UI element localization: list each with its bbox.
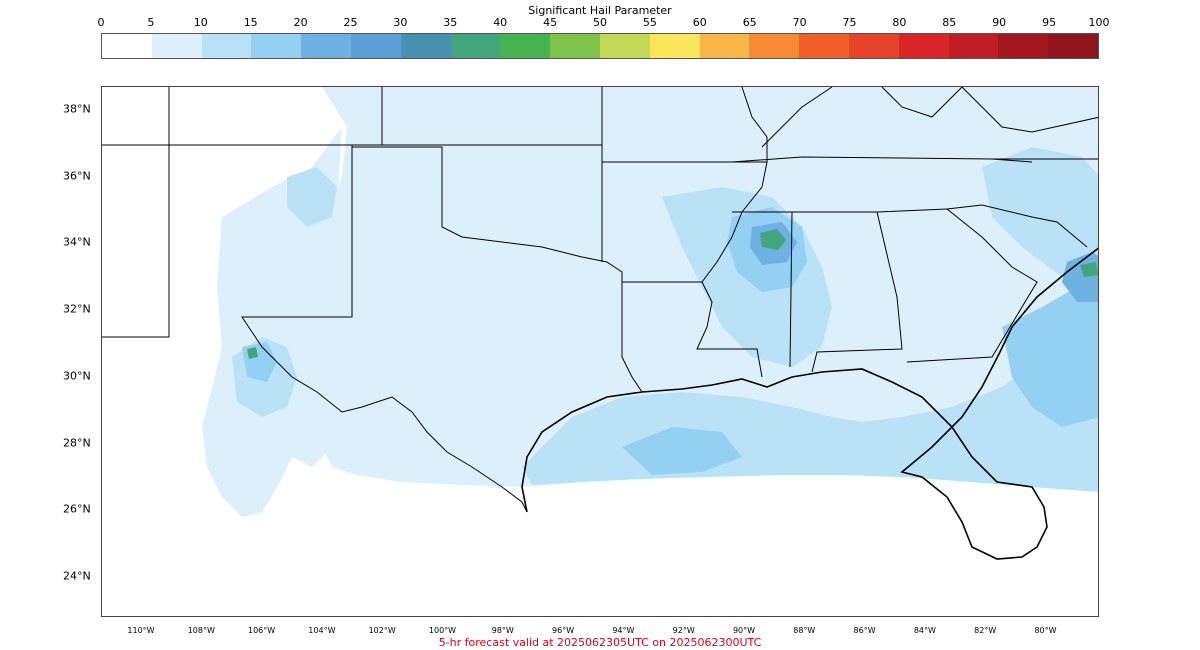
lon-label: 106°W xyxy=(248,626,276,635)
colorbar-tick-labels: 0 5 10 15 20 25 30 35 40 45 50 55 60 65 70 75 80 85 90 95 10… xyxy=(97,16,1110,30)
colorbar-segment-17 xyxy=(948,34,999,58)
lat-label: 36°N xyxy=(63,169,91,183)
colorbar-tick-100: 100 xyxy=(1088,16,1110,29)
colorbar-tick-10: 10 xyxy=(193,16,208,29)
colorbar-tick-90: 90 xyxy=(992,16,1007,29)
field-light-west2 xyxy=(282,372,342,467)
colorbar-segment-9 xyxy=(550,34,600,58)
in-il xyxy=(741,87,768,162)
colorbar-segment-12 xyxy=(699,34,750,58)
field-light-east xyxy=(297,87,1098,492)
colorbar-segment-13 xyxy=(749,34,800,58)
lon-label: 100°W xyxy=(428,626,457,635)
colorbar-tick-45: 45 xyxy=(543,16,558,29)
colorbar xyxy=(101,33,1099,59)
field-strong-fl xyxy=(1002,273,1098,427)
texas-west-border xyxy=(241,147,528,513)
lon-label: 102°W xyxy=(368,626,396,635)
al-border xyxy=(792,211,903,373)
va-wv xyxy=(961,87,1098,133)
colorbar-segment-0 xyxy=(102,34,152,58)
lon-label: 90°W xyxy=(732,626,756,635)
colorbar-tick-5: 5 xyxy=(147,16,155,29)
colorbar-tick-95: 95 xyxy=(1042,16,1057,29)
colorbar-tick-75: 75 xyxy=(842,16,857,29)
field-strong-gulf xyxy=(622,427,742,475)
colorbar-segment-5 xyxy=(350,34,401,58)
colorbar-tick-60: 60 xyxy=(692,16,707,29)
lat-label: 28°N xyxy=(63,436,91,449)
colorbar-tick-55: 55 xyxy=(642,16,657,29)
colorbar-tick-85: 85 xyxy=(942,16,957,29)
nm-az-border xyxy=(102,87,170,338)
colorbar-tick-40: 40 xyxy=(493,16,508,29)
colorbar-segment-19 xyxy=(1048,34,1098,58)
field-medium-east xyxy=(982,147,1098,287)
colorbar-tick-35: 35 xyxy=(443,16,458,29)
map-panel xyxy=(101,86,1099,617)
colorbar-segment-2 xyxy=(201,34,252,58)
la-border xyxy=(622,281,763,378)
field-green-west xyxy=(247,347,258,359)
lon-label: 104°W xyxy=(308,626,336,635)
lat-label: 32°N xyxy=(63,302,91,316)
field-medium-nm xyxy=(287,167,337,227)
lat-label: 38°N xyxy=(63,102,91,116)
lon-label: 82°W xyxy=(974,626,997,635)
oh-ky xyxy=(881,87,963,118)
lat-label: 24°N xyxy=(63,569,91,583)
colorbar-segment-10 xyxy=(599,34,650,58)
colorbar-segment-11 xyxy=(649,34,700,58)
lat-label: 34°N xyxy=(63,235,91,249)
colorbar-segment-3 xyxy=(251,34,302,58)
colorbar-segment-6 xyxy=(400,34,451,58)
lat-label: 26°N xyxy=(63,502,91,516)
chart-title: Significant Hail Parameter xyxy=(528,4,672,17)
colorbar-tick-80: 80 xyxy=(892,16,907,29)
colorbar-tick-15: 15 xyxy=(243,16,258,29)
hail-field xyxy=(202,87,1098,517)
lon-label: 94°W xyxy=(612,626,635,635)
ar-border xyxy=(602,161,768,283)
lon-label: 96°W xyxy=(552,626,575,635)
colorbar-tick-20: 20 xyxy=(293,16,308,29)
colorbar-segment-4 xyxy=(301,34,351,58)
colorbar-segment-7 xyxy=(450,34,501,58)
lon-label: 84°W xyxy=(913,626,936,635)
lat-label: 30°N xyxy=(63,369,91,383)
lon-label: 86°W xyxy=(853,626,876,635)
lon-label: 110°W xyxy=(127,626,155,635)
colorbar-segment-1 xyxy=(151,34,202,58)
field-green-al xyxy=(760,229,786,250)
colorbar-tick-30: 30 xyxy=(393,16,408,29)
lon-label: 98°W xyxy=(491,626,514,635)
colorbar-tick-50: 50 xyxy=(593,16,607,29)
colorbar-segment-18 xyxy=(998,34,1049,58)
ky-border xyxy=(761,87,833,148)
lon-label: 92°W xyxy=(672,626,695,635)
colorbar-tick-70: 70 xyxy=(792,16,807,29)
forecast-valid-text: 5-hr forecast valid at 2025062305UTC on … xyxy=(438,636,762,649)
lon-label: 108°W xyxy=(187,626,215,635)
colorbar-segment-15 xyxy=(848,34,899,58)
colorbar-tick-65: 65 xyxy=(742,16,757,29)
colorbar-segment-16 xyxy=(898,34,949,58)
lon-label: 88°W xyxy=(793,626,816,635)
lon-label: 80°W xyxy=(1034,626,1057,635)
boundaries xyxy=(102,87,1098,560)
gulf-coastline xyxy=(521,247,1098,560)
colorbar-segment-14 xyxy=(799,34,849,58)
colorbar-tick-25: 25 xyxy=(343,16,358,29)
map-svg xyxy=(102,87,1098,560)
colorbar-tick-0: 0 xyxy=(97,16,105,29)
colorbar-segment-8 xyxy=(500,34,551,58)
texas-border xyxy=(352,146,643,393)
field-green-sc xyxy=(1080,262,1098,277)
nc-sc xyxy=(946,204,1088,248)
